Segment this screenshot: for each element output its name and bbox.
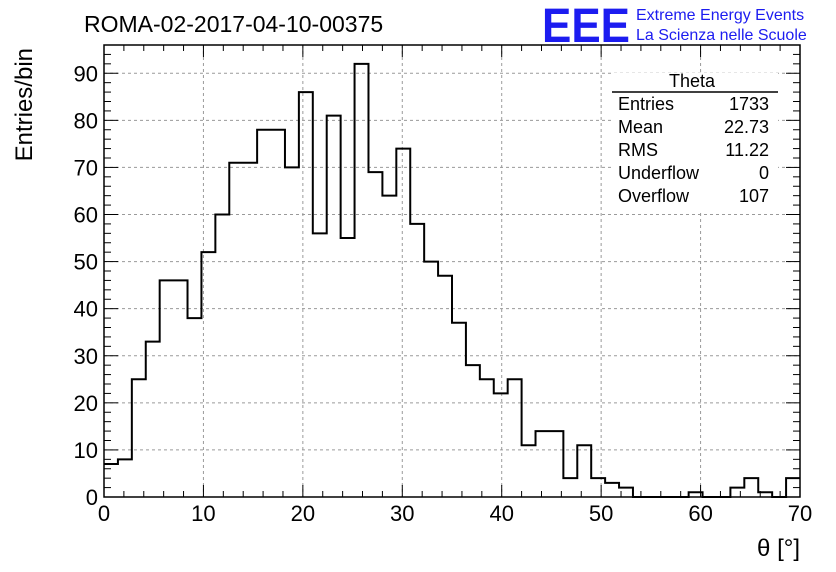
histogram-bin [271, 130, 285, 497]
x-tick-label: 50 [589, 501, 613, 526]
histogram-bin [341, 238, 355, 497]
x-tick-label: 20 [291, 501, 315, 526]
histogram-bin [730, 488, 744, 497]
y-tick-label: 50 [74, 250, 98, 275]
y-tick-label: 10 [74, 438, 98, 463]
y-tick-label: 70 [74, 155, 98, 180]
histogram-bin [466, 365, 480, 497]
histogram-bin [382, 196, 396, 497]
histogram-bin [744, 478, 758, 497]
histogram-bin [146, 342, 160, 497]
histogram-bin [536, 431, 550, 497]
y-tick-label: 40 [74, 297, 98, 322]
histogram-bin [563, 478, 577, 497]
stat-label-overflow: Overflow [618, 186, 690, 206]
y-tick-label: 60 [74, 203, 98, 228]
y-tick-label: 90 [74, 61, 98, 86]
histogram-bin [313, 233, 327, 497]
x-axis-title: θ [°] [757, 535, 800, 562]
logo-line-1: Extreme Energy Events [636, 7, 804, 24]
histogram-bin [591, 478, 605, 497]
x-tick-label: 70 [788, 501, 812, 526]
stats-box-background [612, 73, 778, 213]
histogram-bin [605, 483, 619, 497]
stats-box-title: Theta [669, 71, 716, 91]
logo-line-2: La Scienza nelle Scuole [636, 27, 807, 44]
histogram-bin [215, 215, 229, 498]
histogram-bin [160, 280, 174, 497]
stat-label-mean: Mean [618, 117, 663, 137]
histogram-bin [508, 379, 522, 497]
y-tick-labels: 0 10 20 30 40 50 60 70 80 90 [74, 61, 98, 510]
histogram-bin [285, 167, 299, 497]
histogram-bin [480, 379, 494, 497]
histogram-bin [299, 92, 313, 497]
histogram-bin [410, 224, 424, 497]
x-tick-label: 60 [688, 501, 712, 526]
histogram-bin [494, 393, 508, 497]
histogram-bin [424, 262, 438, 497]
stat-label-underflow: Underflow [618, 163, 700, 183]
histogram-bin [118, 459, 132, 497]
stat-label-entries: Entries [618, 94, 674, 114]
stat-value-overflow: 107 [739, 186, 769, 206]
histogram-bin [257, 130, 271, 497]
histogram-bin [188, 318, 202, 497]
histogram-bin [522, 445, 536, 497]
stat-value-underflow: 0 [759, 163, 769, 183]
x-tick-labels: 0 10 20 30 40 50 60 70 [98, 501, 812, 526]
y-axis-title: Entries/bin [11, 48, 38, 161]
chart-title: ROMA-02-2017-04-10-00375 [84, 11, 383, 37]
x-tick-label: 40 [489, 501, 513, 526]
logo-eee-text: EEE [542, 0, 630, 53]
histogram-bin [549, 431, 563, 497]
histogram-bin [452, 323, 466, 497]
stat-value-entries: 1733 [729, 94, 769, 114]
histogram-bin [174, 280, 188, 497]
eee-logo: EEE Extreme Energy Events La Scienza nel… [542, 0, 807, 53]
x-tick-label: 30 [390, 501, 414, 526]
x-tick-label: 10 [191, 501, 215, 526]
histogram-bin [132, 379, 146, 497]
stats-box: Theta Entries 1733 Mean 22.73 RMS 11.22 … [612, 71, 778, 213]
y-tick-label: 30 [74, 344, 98, 369]
plot-frame [103, 44, 801, 498]
histogram-bin [396, 149, 410, 497]
histogram-bin [368, 172, 382, 497]
x-tick-label: 0 [98, 501, 110, 526]
histogram-bin [355, 64, 369, 497]
y-tick-label: 20 [74, 391, 98, 416]
stat-label-rms: RMS [618, 140, 658, 160]
y-tick-label: 0 [86, 485, 98, 510]
stat-value-rms: 11.22 [725, 140, 769, 160]
histogram-bin [243, 163, 257, 497]
histogram-bin [229, 163, 243, 497]
histogram-bin [577, 445, 591, 497]
histogram-bin [327, 116, 341, 497]
y-tick-label: 80 [74, 108, 98, 133]
stat-value-mean: 22.73 [724, 117, 769, 137]
